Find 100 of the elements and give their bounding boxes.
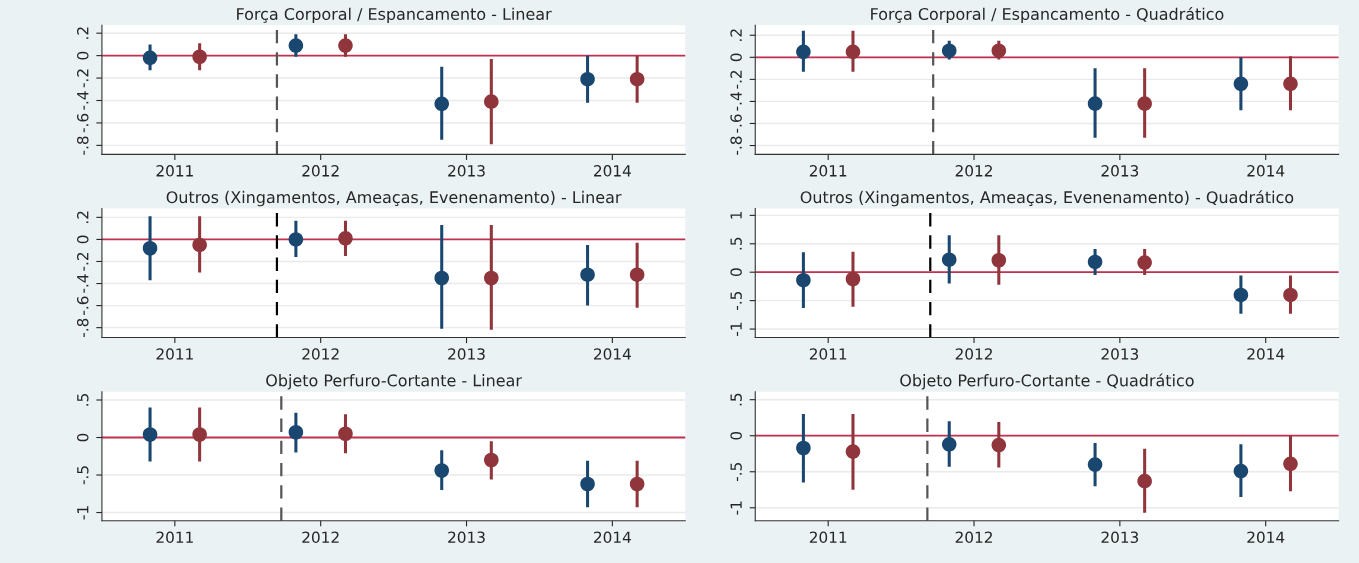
y-tick-label: -.4 xyxy=(730,92,742,111)
point xyxy=(1233,76,1249,92)
point xyxy=(142,240,158,256)
y-tick-label: -1 xyxy=(730,501,742,515)
x-tick-label: 2012 xyxy=(955,165,992,177)
point xyxy=(484,94,499,109)
x-tick-label: 2011 xyxy=(156,531,193,544)
point xyxy=(484,270,499,286)
x-tick-label: 2014 xyxy=(594,348,631,360)
point xyxy=(484,452,499,468)
y-tick-label: -1 xyxy=(730,322,742,336)
y-tick-label: .5 xyxy=(730,393,742,406)
y-tick-label: -.6 xyxy=(76,113,89,133)
y-tick-label: .2 xyxy=(76,211,89,224)
point xyxy=(434,270,450,286)
point xyxy=(991,43,1007,58)
point xyxy=(288,38,304,53)
point xyxy=(796,272,811,288)
point xyxy=(434,96,450,112)
y-tick-label: -.4 xyxy=(77,274,89,293)
point xyxy=(991,437,1007,453)
x-tick-label: 2011 xyxy=(809,531,847,544)
y-tick-label: -.6 xyxy=(730,114,742,133)
y-tick-label: 0 xyxy=(76,51,89,60)
point xyxy=(142,427,158,442)
point xyxy=(142,50,158,66)
point xyxy=(1233,463,1249,479)
y-tick-label: -.5 xyxy=(730,291,742,310)
y-tick-label: -.2 xyxy=(76,69,89,88)
y-tick-label: -.2 xyxy=(76,252,89,271)
y-tick-label: -1 xyxy=(77,506,89,520)
x-tick-label: 2013 xyxy=(448,165,485,177)
x-tick-label: 2014 xyxy=(1247,165,1285,177)
x-tick-label: 2014 xyxy=(594,165,631,177)
point xyxy=(1137,473,1152,489)
point xyxy=(338,426,353,442)
point xyxy=(1137,96,1152,111)
point xyxy=(192,427,207,442)
point xyxy=(1283,287,1298,303)
point xyxy=(580,267,595,282)
x-tick-label: 2014 xyxy=(1247,531,1285,544)
y-tick-label: -.8 xyxy=(76,136,89,155)
y-tick-label: -.5 xyxy=(730,463,742,482)
chart-title: Objeto Perfuro-Cortante - Linear xyxy=(266,374,522,390)
point xyxy=(1233,287,1249,303)
point xyxy=(192,49,207,65)
x-tick-label: 2014 xyxy=(1247,348,1285,360)
y-tick-label: -.8 xyxy=(76,318,89,337)
point xyxy=(1087,254,1103,270)
point xyxy=(941,252,957,267)
point xyxy=(991,252,1007,268)
x-tick-label: 2011 xyxy=(809,165,847,177)
x-tick-label: 2012 xyxy=(955,531,992,544)
point xyxy=(845,44,861,60)
x-tick-label: 2014 xyxy=(594,531,631,544)
y-tick-label: -.6 xyxy=(76,296,89,315)
x-tick-label: 2011 xyxy=(156,165,193,177)
x-tick-label: 2013 xyxy=(1101,348,1139,360)
x-tick-label: 2012 xyxy=(302,531,339,544)
y-tick-label: .5 xyxy=(77,394,89,406)
point xyxy=(580,476,595,492)
chart-title: Força Corporal / Espancamento - Linear xyxy=(237,7,552,24)
point xyxy=(629,476,645,492)
point xyxy=(288,424,304,440)
y-tick-label: .2 xyxy=(76,27,89,39)
chart-title: Outros (Xingamentos, Ameaças, Evenenamento) - Linear xyxy=(166,190,622,207)
x-tick-label: 2012 xyxy=(302,348,339,360)
chart-title: Outros (Xingamentos, Ameaças, Evenenamento) - Quadrático xyxy=(800,190,1294,207)
y-tick-label: 0 xyxy=(730,431,742,440)
y-tick-label: 0 xyxy=(76,235,89,244)
y-tick-label: .5 xyxy=(730,237,742,250)
y-tick-label: 0 xyxy=(730,268,742,277)
x-tick-label: 2012 xyxy=(955,348,992,360)
point xyxy=(288,232,304,247)
y-tick-label: 1 xyxy=(730,211,742,219)
point xyxy=(1087,96,1103,111)
chart-title: Objeto Perfuro-Cortante - Quadrático xyxy=(900,373,1194,390)
point xyxy=(580,71,595,87)
point xyxy=(941,43,957,58)
x-tick-label: 2013 xyxy=(448,348,485,360)
point xyxy=(796,440,811,456)
point xyxy=(1283,76,1298,92)
x-tick-label: 2011 xyxy=(156,348,193,360)
y-tick-label: 0 xyxy=(76,433,89,442)
x-tick-label: 2012 xyxy=(302,165,339,177)
point xyxy=(338,38,353,53)
y-tick-label: -.4 xyxy=(77,91,89,110)
x-tick-label: 2013 xyxy=(448,531,485,544)
point xyxy=(1137,255,1152,270)
y-tick-label: -.5 xyxy=(77,466,89,485)
x-tick-label: 2011 xyxy=(809,348,847,360)
chart-title: Força Corporal / Espancamento - Quadrático xyxy=(871,7,1224,24)
point xyxy=(192,237,207,253)
y-tick-label: 0 xyxy=(730,53,742,62)
y-tick-label: .2 xyxy=(730,29,742,41)
point xyxy=(941,437,957,452)
point xyxy=(1087,457,1103,472)
point xyxy=(796,44,811,60)
point xyxy=(629,267,645,282)
point xyxy=(845,444,861,459)
